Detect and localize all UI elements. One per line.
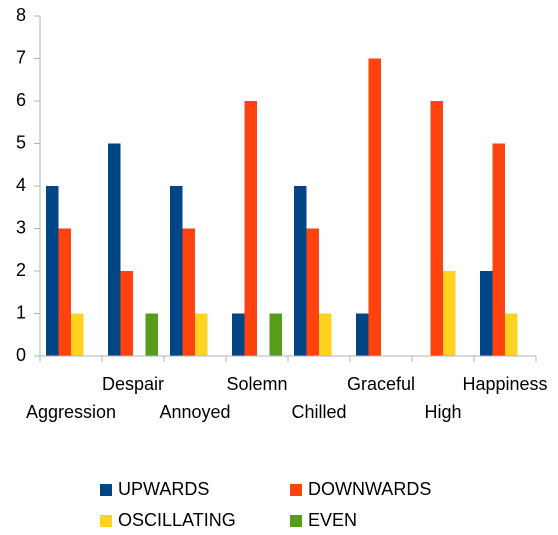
bar (195, 313, 208, 356)
x-tick-label: Annoyed (159, 402, 230, 422)
legend-swatch (290, 515, 302, 527)
legend-swatch (290, 484, 302, 496)
bar (356, 313, 369, 356)
y-tick-label: 3 (16, 217, 26, 237)
bar (182, 228, 195, 356)
y-tick-label: 6 (16, 90, 26, 110)
legend-swatch (100, 484, 112, 496)
y-tick-label: 5 (16, 132, 26, 152)
bar (306, 228, 319, 356)
legend-label: UPWARDS (118, 479, 209, 499)
x-tick-label: Happiness (462, 374, 547, 394)
y-tick-label: 0 (16, 345, 26, 365)
bar (368, 58, 381, 356)
bar (108, 143, 121, 356)
legend-label: OSCILLATING (118, 510, 236, 530)
bar (492, 143, 505, 356)
bar (430, 101, 443, 356)
y-tick-label: 1 (16, 302, 26, 322)
legend-swatch (100, 515, 112, 527)
bar (443, 271, 456, 356)
x-tick-label: Aggression (26, 402, 116, 422)
y-tick-label: 4 (16, 175, 26, 195)
bar (294, 186, 307, 356)
bar (58, 228, 71, 356)
x-tick-label: Graceful (347, 374, 415, 394)
bar (46, 186, 59, 356)
x-tick-label: Despair (102, 374, 164, 394)
bar (505, 313, 518, 356)
bar (319, 313, 332, 356)
bar (232, 313, 245, 356)
bar (269, 313, 282, 356)
bar (170, 186, 183, 356)
x-tick-label: Chilled (291, 402, 346, 422)
x-tick-label: High (424, 402, 461, 422)
y-tick-label: 7 (16, 47, 26, 67)
y-tick-label: 8 (16, 5, 26, 25)
legend-label: DOWNWARDS (308, 479, 431, 499)
bar (244, 101, 257, 356)
y-tick-label: 2 (16, 260, 26, 280)
legend-label: EVEN (308, 510, 357, 530)
bar (71, 313, 84, 356)
x-tick-label: Solemn (226, 374, 287, 394)
bar (480, 271, 493, 356)
bar (120, 271, 133, 356)
bar (145, 313, 158, 356)
